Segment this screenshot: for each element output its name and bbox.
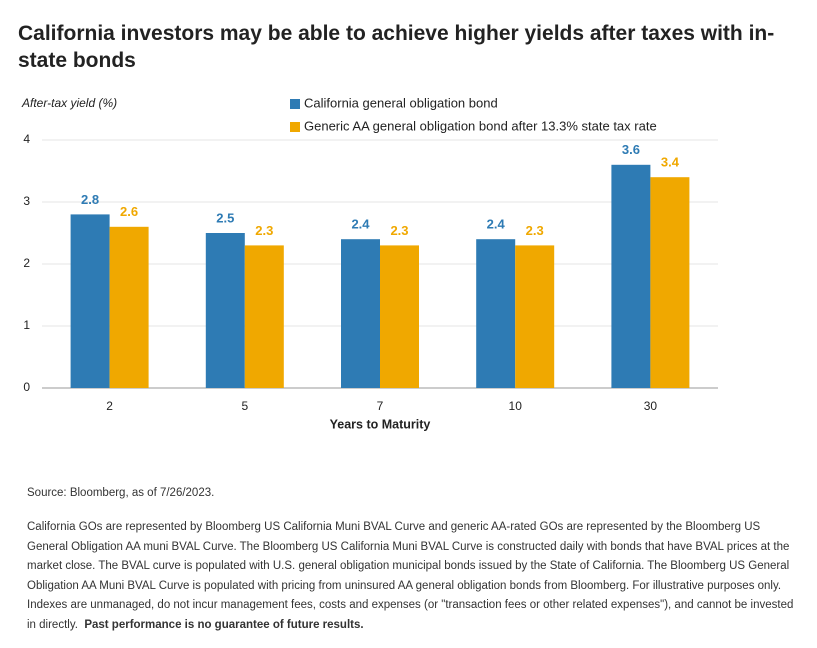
- data-label: 2.6: [120, 204, 138, 219]
- bar: [109, 226, 149, 388]
- chart-title: California investors may be able to achi…: [18, 22, 775, 72]
- bar: [70, 214, 110, 388]
- y-tick-label: 1: [23, 318, 30, 332]
- y-tick-label: 0: [23, 380, 30, 394]
- data-label: 2.4: [487, 217, 506, 232]
- y-axis-label: After-tax yield (%): [21, 96, 117, 110]
- bar: [205, 233, 245, 388]
- y-tick-label: 2: [23, 256, 30, 270]
- data-label: 2.3: [526, 223, 544, 238]
- bar: [244, 245, 284, 388]
- bar: [515, 245, 555, 388]
- x-tick-label: 30: [644, 399, 658, 413]
- bar: [341, 239, 380, 388]
- legend-label: California general obligation bond: [304, 95, 498, 110]
- x-axis-label: Years to Maturity: [330, 417, 431, 431]
- bar: [380, 245, 419, 388]
- source: Source: Bloomberg, as of 7/26/2023.: [27, 487, 215, 499]
- legend-swatch: [290, 122, 300, 132]
- bar: [650, 177, 690, 388]
- x-tick-label: 2: [106, 399, 113, 413]
- bar: [476, 239, 516, 388]
- y-tick-label: 3: [23, 194, 30, 208]
- footnote-text: California GOs are represented by Bloomb…: [27, 521, 794, 631]
- data-label: 3.4: [661, 155, 680, 170]
- y-tick-label: 4: [23, 132, 30, 146]
- footnote: California GOs are represented by Bloomb…: [27, 518, 797, 635]
- legend-swatch: [290, 99, 300, 109]
- x-tick-label: 10: [509, 399, 523, 413]
- x-tick-label: 7: [377, 399, 384, 413]
- data-label: 2.8: [81, 192, 99, 207]
- data-label: 2.4: [351, 217, 370, 232]
- x-tick-label: 5: [241, 399, 248, 413]
- disclaimer: Past performance is no guarantee of futu…: [84, 618, 364, 631]
- legend-label: Generic AA general obligation bond after…: [304, 118, 657, 133]
- chart: After-tax yield (%) Years to Maturity 0 1…: [21, 95, 718, 431]
- data-label: 2.3: [255, 223, 273, 238]
- bar: [611, 164, 651, 388]
- data-label: 2.3: [390, 223, 408, 238]
- data-label: 3.6: [622, 142, 640, 157]
- data-label: 2.5: [216, 210, 234, 225]
